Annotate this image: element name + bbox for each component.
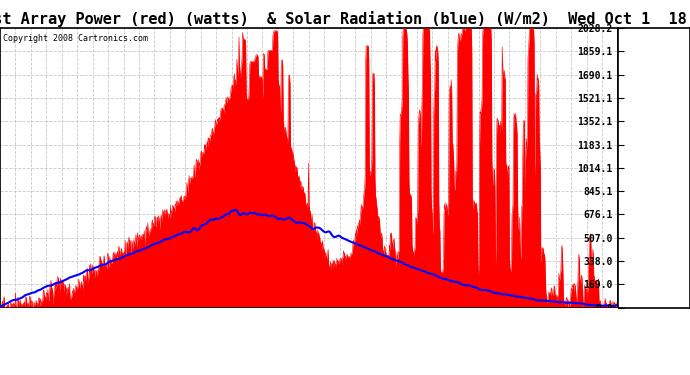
Text: Copyright 2008 Cartronics.com: Copyright 2008 Cartronics.com: [3, 34, 148, 43]
Text: West Array Power (red) (watts)  & Solar Radiation (blue) (W/m2)  Wed Oct 1  18:2: West Array Power (red) (watts) & Solar R…: [0, 11, 690, 27]
